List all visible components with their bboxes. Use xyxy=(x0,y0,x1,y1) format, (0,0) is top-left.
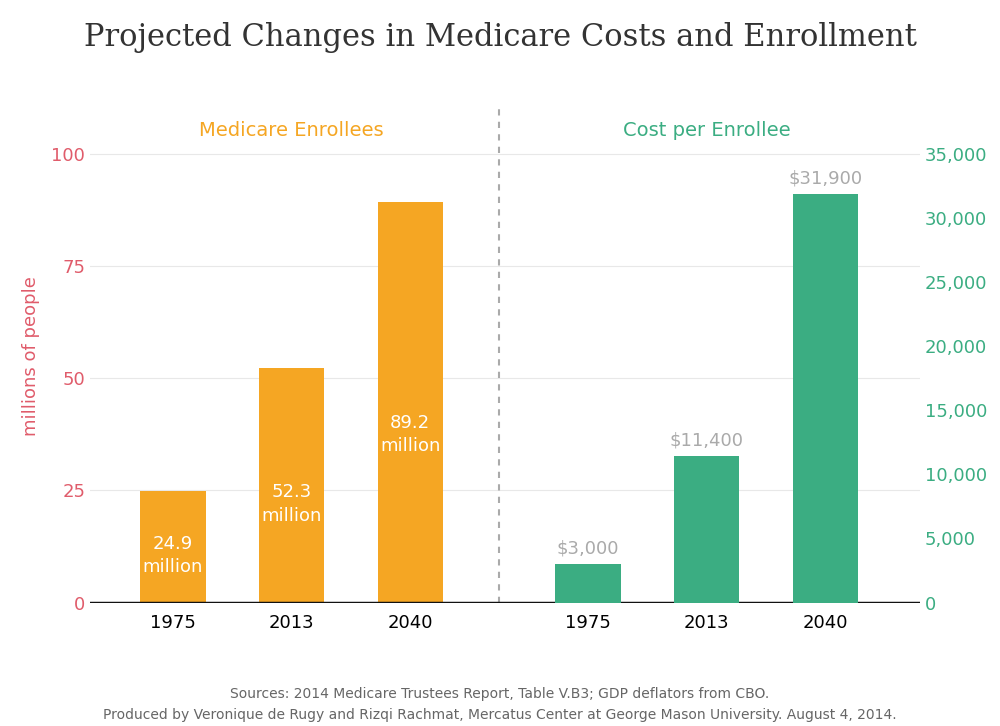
Y-axis label: real dollars: real dollars xyxy=(997,306,1000,406)
Text: Sources: 2014 Medicare Trustees Report, Table V.B3; GDP deflators from CBO.
Prod: Sources: 2014 Medicare Trustees Report, … xyxy=(103,687,897,722)
Bar xyxy=(555,564,621,603)
Text: Medicare Enrollees: Medicare Enrollees xyxy=(199,121,384,140)
Bar xyxy=(674,457,739,603)
Bar xyxy=(140,491,206,603)
Bar xyxy=(259,368,324,603)
Bar xyxy=(378,203,443,603)
Bar xyxy=(793,194,858,603)
Text: 24.9
million: 24.9 million xyxy=(143,535,203,576)
Y-axis label: millions of people: millions of people xyxy=(22,276,40,436)
Text: Cost per Enrollee: Cost per Enrollee xyxy=(623,121,790,140)
Text: $3,000: $3,000 xyxy=(557,539,619,558)
Text: $31,900: $31,900 xyxy=(788,169,862,187)
Text: 52.3
million: 52.3 million xyxy=(261,484,322,525)
Text: Projected Changes in Medicare Costs and Enrollment: Projected Changes in Medicare Costs and … xyxy=(84,22,916,53)
Text: 89.2
million: 89.2 million xyxy=(380,414,440,455)
Text: $11,400: $11,400 xyxy=(670,432,744,450)
